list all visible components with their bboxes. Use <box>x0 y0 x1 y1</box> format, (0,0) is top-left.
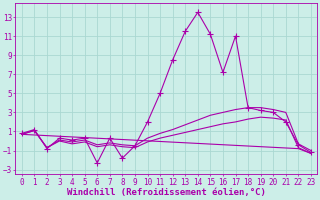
X-axis label: Windchill (Refroidissement éolien,°C): Windchill (Refroidissement éolien,°C) <box>67 188 266 197</box>
